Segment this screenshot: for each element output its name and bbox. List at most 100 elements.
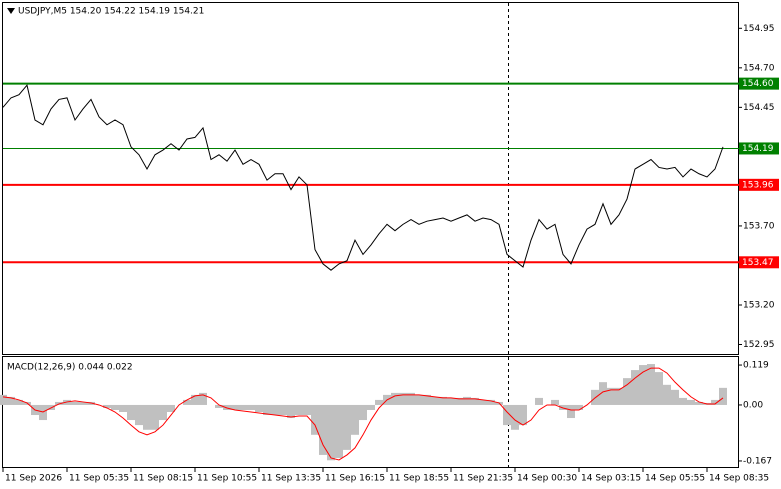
y-tick-label: 153.70: [743, 221, 775, 231]
macd-title: MACD(12,26,9) 0.044 0.022: [7, 363, 133, 373]
macd-bar: [615, 387, 623, 405]
macd-bar: [455, 397, 463, 405]
macd-bar: [463, 396, 471, 405]
macd-bar: [279, 404, 287, 416]
macd-bar: [351, 404, 359, 435]
macd-bar: [151, 404, 159, 430]
macd-bar: [503, 404, 511, 426]
level-label: 154.60: [742, 79, 774, 89]
y-tick-label: 0.119: [743, 361, 769, 371]
x-tick-label: 11 Sep 2026: [5, 474, 62, 484]
y-tick-label: -0.167: [743, 456, 772, 466]
macd-bar: [623, 378, 631, 405]
x-tick-label: 14 Sep 08:35: [709, 474, 769, 484]
macd-bar: [519, 404, 527, 426]
macd-bar: [311, 404, 319, 435]
macd-bar: [191, 394, 199, 405]
macd-bar: [575, 404, 583, 410]
macd-bar: [295, 404, 303, 416]
macd-bar: [479, 399, 487, 405]
price-line: [2, 84, 724, 271]
level-label-box: [739, 142, 779, 155]
x-tick-label: 14 Sep 05:55: [645, 474, 705, 484]
macd-bar: [407, 392, 415, 405]
x-tick-label: 11 Sep 05:35: [69, 474, 129, 484]
macd-bar: [327, 404, 335, 461]
macd-bar: [71, 401, 79, 405]
x-tick-label: 11 Sep 18:55: [389, 474, 449, 484]
macd-bar: [711, 399, 719, 405]
level-label: 153.96: [742, 180, 774, 190]
price-panel-frame: [2, 2, 739, 355]
macd-bar: [119, 404, 127, 412]
macd-bar: [535, 397, 543, 405]
symbol-icon: [7, 8, 15, 14]
macd-bar: [607, 387, 615, 405]
macd-bar: [655, 372, 663, 405]
macd-bar: [103, 404, 111, 408]
macd-bar: [79, 401, 87, 405]
y-tick-label: 152.95: [743, 340, 775, 350]
x-tick-label: 14 Sep 00:30: [517, 474, 577, 484]
macd-bar: [239, 404, 247, 410]
plot-layer: 154.95 154.70 154.45 153.70 153.20 152.95 154.…: [0, 24, 779, 484]
macd-bar: [647, 364, 655, 405]
macd-bar: [679, 397, 687, 405]
y-tick-label: 154.45: [743, 103, 775, 113]
macd-bar: [303, 404, 311, 416]
x-tick-label: 11 Sep 10:55: [197, 474, 257, 484]
macd-bar: [359, 404, 367, 421]
macd-bar: [511, 404, 519, 430]
macd-bar: [375, 399, 383, 405]
x-tick-label: 11 Sep 08:15: [133, 474, 193, 484]
macd-bar: [319, 404, 327, 455]
macd-bar: [127, 404, 135, 421]
macd-bar: [111, 404, 119, 410]
level-label-box: [739, 256, 779, 269]
macd-bar: [143, 404, 151, 430]
y-tick-label: 154.70: [743, 63, 775, 73]
level-label-box: [739, 77, 779, 90]
level-label-box: [739, 178, 779, 191]
macd-bar: [367, 404, 375, 410]
x-tick-label: 11 Sep 16:15: [325, 474, 385, 484]
macd-bar: [551, 399, 559, 405]
y-tick-label: 153.20: [743, 300, 775, 310]
macd-bar: [287, 404, 295, 419]
macd-bar: [215, 404, 223, 408]
macd-bar: [15, 399, 23, 405]
chart-title: USDJPY,M5 154.20 154.22 154.19 154.21: [18, 7, 204, 17]
macd-bar: [391, 392, 399, 405]
macd-bar: [0, 394, 7, 405]
macd-bar: [343, 404, 351, 450]
macd-bar: [159, 404, 167, 421]
macd-bar: [271, 404, 279, 416]
x-tick-label: 14 Sep 03:15: [581, 474, 641, 484]
y-tick-label: 0.00: [743, 400, 763, 410]
level-label: 154.19: [742, 144, 774, 154]
macd-bar: [671, 389, 679, 405]
macd-bar: [231, 404, 239, 410]
macd-bar: [599, 382, 607, 405]
macd-bar: [167, 404, 175, 412]
macd-bar: [199, 392, 207, 405]
macd-bar: [447, 397, 455, 405]
x-tick-label: 11 Sep 21:35: [453, 474, 513, 484]
macd-panel-frame: [2, 356, 739, 468]
macd-bar: [7, 396, 15, 405]
y-tick-label: 154.95: [743, 24, 775, 34]
macd-bar: [631, 370, 639, 405]
macd-bar: [687, 399, 695, 405]
macd-bar: [663, 384, 671, 405]
macd-bar: [471, 397, 479, 405]
macd-bar: [183, 399, 191, 405]
macd-bar: [135, 404, 143, 426]
macd-bar: [567, 404, 575, 419]
macd-bar: [431, 396, 439, 405]
macd-bar: [695, 401, 703, 405]
macd-bar: [399, 392, 407, 405]
x-tick-label: 11 Sep 13:35: [261, 474, 321, 484]
macd-bar: [423, 394, 431, 405]
